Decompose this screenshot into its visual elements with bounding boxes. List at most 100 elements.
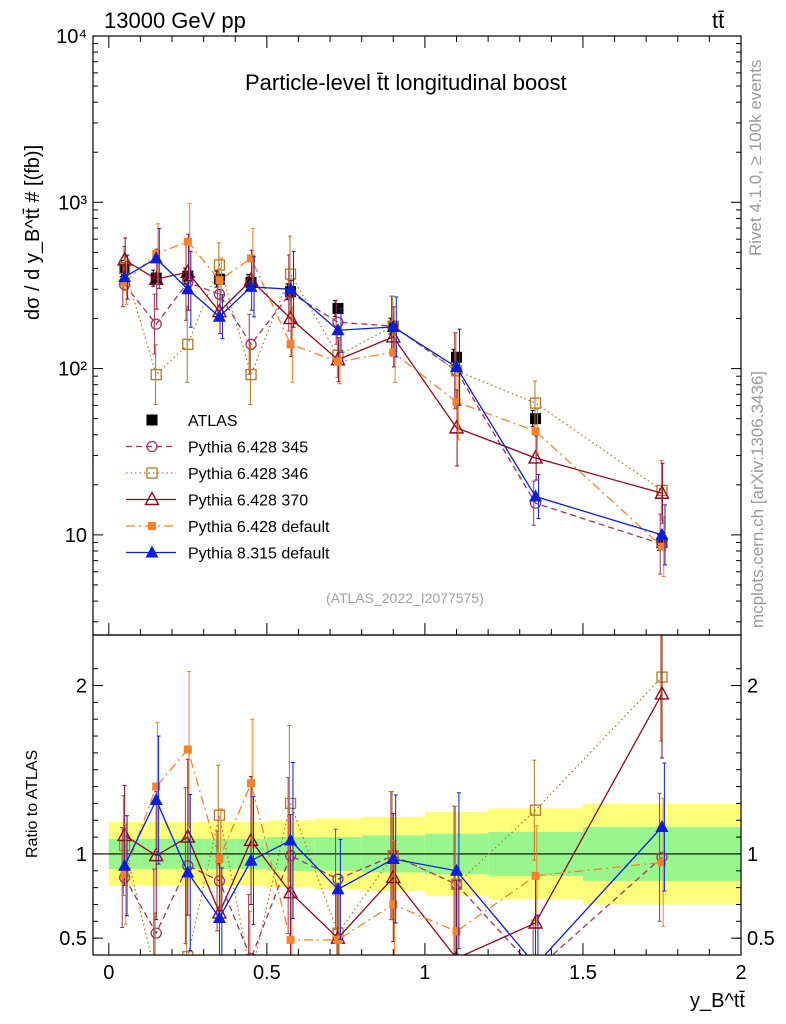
main-point-pythia-6-428-370	[527, 449, 544, 464]
main-point-pythia-8-315-default	[244, 279, 258, 292]
ratio-point-pythia-6-428-346	[284, 797, 297, 810]
legend: ATLAS Pythia 6.428 345 Pythia 6.428 346 Pyt…	[126, 413, 330, 563]
x-tick-label: 0	[103, 962, 114, 984]
main-point-pythia-6-428-346	[182, 338, 194, 350]
ratio-panel	[93, 635, 741, 982]
main-point-atlas	[182, 270, 194, 282]
main-point-pythia-6-428-default	[531, 427, 540, 436]
main-point-pythia-6-428-346	[150, 368, 162, 381]
ratio-point-pythia-6-428-default	[531, 871, 540, 880]
main-point-atlas	[451, 351, 463, 363]
main-y-tick-label: 10	[65, 525, 87, 547]
legend-label-pythia-6-428-345: Pythia 6.428 345	[188, 440, 308, 457]
main-point-pythia-6-428-default	[183, 237, 192, 246]
main-point-pythia-8-315-default	[655, 527, 669, 540]
legend-marker-pythia-6-428-370	[144, 491, 160, 506]
ratio-point-pythia-8-315-default	[331, 882, 345, 895]
mcplots-label: mcplots.cern.ch [arXiv:1306.3436]	[748, 370, 767, 628]
ratio-line-pythia-6-428-346	[123, 676, 663, 955]
main-point-pythia-6-428-default	[657, 542, 666, 551]
main-point-pythia-8-315-default	[386, 319, 400, 332]
legend-label-pythia-8-315-default: Pythia 8.315 default	[188, 546, 330, 563]
ratio-point-pythia-6-428-default	[333, 935, 342, 944]
legend-marker-pythia-6-428-345	[146, 440, 158, 453]
ratio-point-pythia-6-428-346	[182, 951, 194, 955]
ratio-point-pythia-6-428-default	[183, 745, 192, 754]
main-point-atlas	[332, 302, 344, 314]
ratio-point-pythia-6-428-346	[151, 972, 161, 982]
ratio-point-pythia-8-315-default	[284, 833, 298, 846]
ratio-point-pythia-6-428-default	[120, 870, 129, 879]
main-point-pythia-8-315-default	[331, 323, 345, 336]
x-tick-label: 2	[735, 962, 746, 984]
ratio-point-pythia-6-428-370	[180, 828, 196, 843]
ratio-point-pythia-6-428-370	[148, 847, 164, 862]
main-y-tick-label: 10⁴	[56, 26, 87, 48]
rivet-label: Rivet 4.1.0, ≥ 100k events	[746, 59, 765, 256]
main-point-pythia-8-315-default	[529, 489, 543, 502]
ratio-point-pythia-6-428-default	[247, 779, 256, 788]
ratio-point-pythia-6-428-345	[150, 927, 162, 939]
main-line-pythia-6-428-370	[124, 259, 663, 494]
ratio-y-tick-label-right: 0.5	[747, 928, 775, 950]
main-point-pythia-6-428-default	[452, 397, 461, 406]
x-tick-label: 0.5	[253, 962, 281, 984]
legend-marker-pythia-6-428-default	[148, 522, 156, 530]
main-point-pythia-6-428-345	[150, 318, 162, 330]
main-point-pythia-8-315-default	[284, 282, 298, 295]
main-point-pythia-6-428-default	[333, 357, 342, 366]
main-point-pythia-6-428-346	[284, 268, 297, 280]
main-point-pythia-6-428-370	[448, 419, 465, 434]
ratio-point-pythia-8-315-default	[118, 858, 132, 871]
main-point-pythia-6-428-370	[654, 484, 670, 499]
ratio-y-tick-label: 2	[76, 676, 87, 698]
ratio-point-pythia-6-428-default	[452, 927, 461, 936]
main-line-pythia-6-428-346	[123, 262, 663, 491]
main-point-pythia-6-428-default	[389, 348, 398, 357]
ratio-line-pythia-6-428-345	[124, 854, 663, 955]
main-point-pythia-8-315-default	[212, 309, 226, 322]
legend-marker-pythia-6-428-346	[146, 467, 158, 479]
x-tick-label: 1	[419, 962, 430, 984]
legend-label-pythia-6-428-default: Pythia 6.428 default	[188, 519, 330, 536]
energy-label: 13000 GeV pp	[104, 8, 246, 33]
ratio-frame	[92, 634, 742, 956]
ratio-point-pythia-8-315-default	[212, 910, 226, 923]
ratio-point-pythia-6-428-370	[527, 914, 544, 929]
ratio-point-pythia-8-315-default	[450, 863, 464, 876]
ratio-point-pythia-6-428-default	[215, 855, 224, 863]
ratio-point-pythia-8-315-default	[655, 820, 669, 832]
chart-title: Particle-level t̄t longitudinal boost	[245, 70, 567, 95]
watermark: (ATLAS_2022_I2077575)	[326, 590, 484, 606]
main-y-tick-label: 10³	[58, 192, 87, 214]
main-point-atlas	[656, 536, 668, 548]
ratio-point-pythia-8-315-default	[529, 958, 542, 970]
ratio-point-pythia-6-428-default	[657, 858, 666, 867]
ratio-point-pythia-6-428-370	[654, 685, 670, 700]
process-label: tt̄	[712, 8, 725, 33]
legend-marker-pythia-8-315-default	[145, 545, 159, 558]
legend-marker-atlas	[146, 414, 158, 426]
ratio-point-pythia-6-428-370	[385, 869, 401, 884]
main-point-pythia-8-315-default	[181, 282, 195, 295]
main-point-atlas	[530, 413, 542, 425]
ratio-point-pythia-6-428-370	[243, 832, 259, 847]
main-panel	[116, 203, 670, 578]
main-point-pythia-6-428-default	[286, 340, 295, 349]
axes: 10 10² 10³ 10⁴ 0.5 0.5 1 1 2 2 0 0.5 1 1.5 2	[56, 26, 775, 984]
main-point-pythia-6-428-346	[529, 397, 542, 409]
main-point-pythia-6-428-346	[245, 368, 257, 381]
legend-label-pythia-6-428-346: Pythia 6.428 346	[188, 466, 308, 483]
ratio-point-pythia-6-428-default	[389, 900, 398, 909]
ratio-point-pythia-6-428-370	[282, 884, 299, 899]
ratio-point-pythia-6-428-345	[246, 952, 256, 955]
ratio-point-pythia-8-315-default	[244, 853, 258, 866]
ratio-point-pythia-6-428-345	[531, 965, 541, 975]
main-point-pythia-6-428-default	[120, 278, 129, 287]
main-y-axis-label: dσ / d y_B^tt̄ # [(fb)]	[22, 144, 44, 320]
main-point-pythia-8-315-default	[118, 270, 132, 283]
main-point-pythia-8-315-default	[149, 251, 163, 264]
main-point-atlas	[150, 272, 162, 284]
ratio-y-tick-label-right: 1	[747, 844, 758, 866]
